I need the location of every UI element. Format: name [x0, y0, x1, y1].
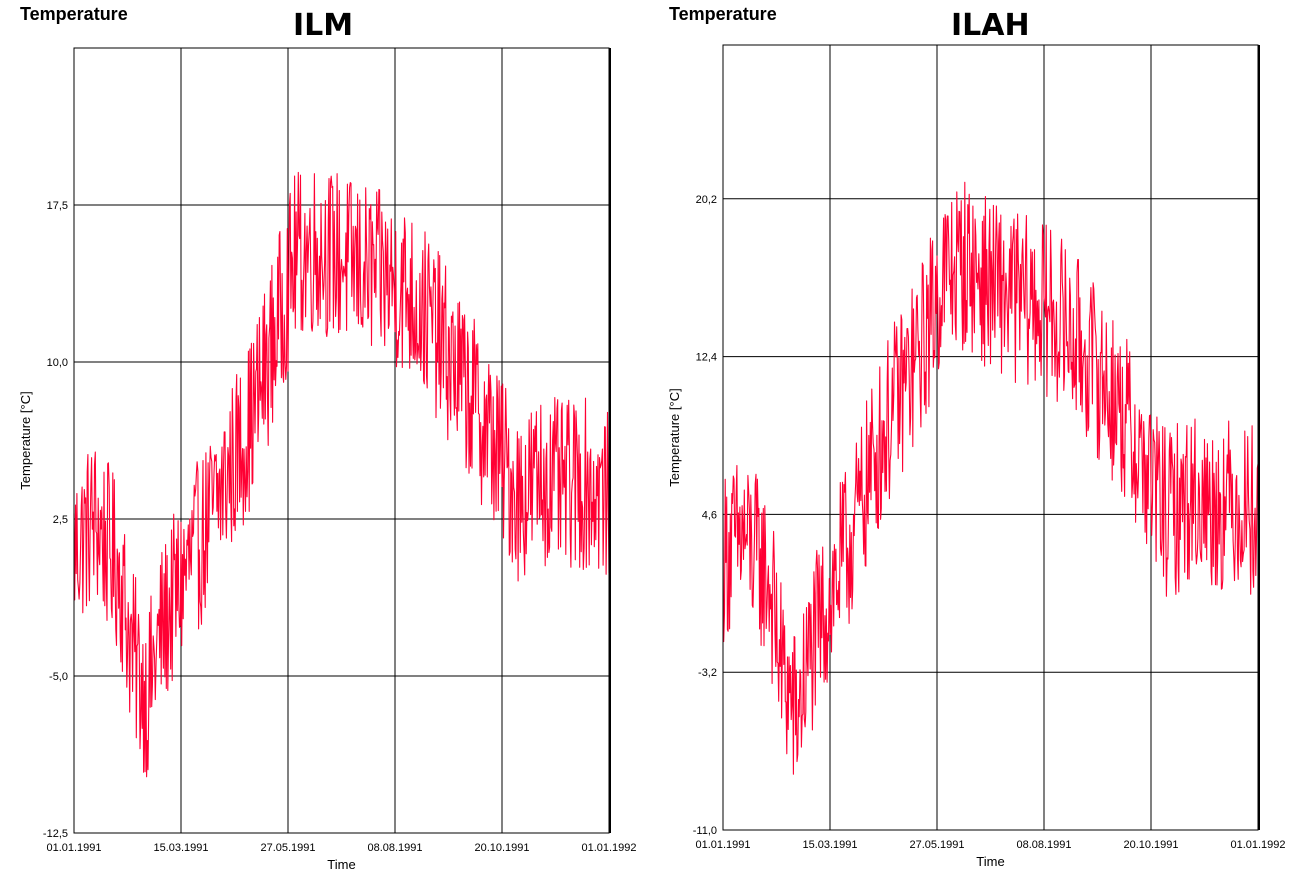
x-tick-label: 15.03.1991	[802, 839, 857, 851]
x-tick-label: 01.01.1992	[1230, 839, 1285, 851]
y-tick-label: 20,2	[696, 194, 717, 206]
y-tick-label: 17,5	[47, 200, 68, 212]
y-axis-label: Temperature [°C]	[667, 388, 682, 486]
x-tick-label: 08.08.1991	[1016, 839, 1071, 851]
x-tick-label: 27.05.1991	[909, 839, 964, 851]
y-tick-label: -5,0	[49, 671, 68, 683]
temperature-series-line	[73, 171, 610, 778]
chart-panel-ilm: Temperature ILM 01.01.1991 15.03.1991 27.0…	[18, 4, 637, 872]
x-tick-label: 08.08.1991	[367, 842, 422, 854]
chart-title: ILM	[293, 8, 354, 43]
chart-panel-ilah: Temperature ILAH 01.01.1991 15.03.1991 27.…	[651, 0, 1302, 878]
y-tick-label: 10,0	[47, 357, 68, 369]
x-tick-label: 20.10.1991	[474, 842, 529, 854]
x-tick-label: 27.05.1991	[260, 842, 315, 854]
chart-title: ILAH	[951, 8, 1030, 43]
y-tick-label: 12,4	[696, 352, 717, 364]
y-tick-label: 2,5	[53, 514, 68, 526]
chart-svg-ilah: 01.01.1991 15.03.1991 27.05.1991 08.08.1991…	[667, 44, 1286, 869]
window-title: Temperature	[20, 4, 128, 24]
y-tick-label: -3,2	[698, 667, 717, 679]
window-title: Temperature	[669, 4, 777, 24]
x-tick-label: 20.10.1991	[1123, 839, 1178, 851]
temperature-series-line	[722, 181, 1259, 775]
x-axis-label: Time	[327, 857, 355, 872]
y-tick-label: 4,6	[702, 509, 717, 521]
x-tick-label: 15.03.1991	[153, 842, 208, 854]
y-axis-label: Temperature [°C]	[18, 391, 33, 489]
y-tick-label: -11,0	[693, 825, 717, 837]
y-tick-label: -12,5	[43, 828, 68, 840]
chart-svg-ilm: 01.01.1991 15.03.1991 27.05.1991 08.08.1991…	[18, 47, 637, 872]
x-tick-label: 01.01.1991	[46, 842, 101, 854]
x-axis-label: Time	[976, 854, 1004, 869]
x-tick-label: 01.01.1991	[695, 839, 750, 851]
x-tick-label: 01.01.1992	[581, 842, 636, 854]
